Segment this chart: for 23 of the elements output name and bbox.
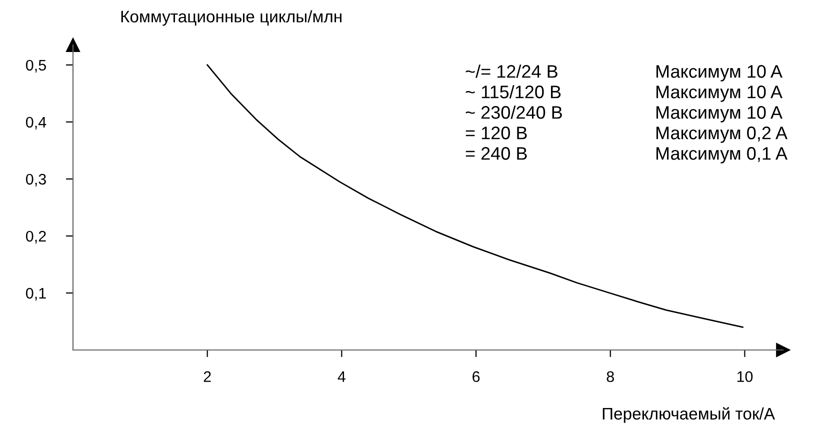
- y-axis-title: Коммутационные циклы/млн: [121, 10, 342, 26]
- annotation: Максимум 10 A: [656, 106, 782, 122]
- y-tick-label: 0,1: [26, 288, 46, 300]
- y-tick-label: 0,3: [26, 174, 46, 186]
- y-tick-label: 0,2: [26, 230, 46, 244]
- annotation: ~ 230/240 В: [466, 106, 562, 119]
- x-tick-label: 10: [737, 371, 753, 382]
- annotation: ~ 115/120 В: [466, 85, 561, 98]
- x-axis-title: Переключаемый ток/A: [602, 407, 775, 423]
- x-tick-label: 6: [472, 371, 480, 382]
- annotation: Максимум 0,2 A: [656, 126, 788, 143]
- x-tick-label: 8: [606, 371, 614, 382]
- annotation: = 120 В: [466, 126, 527, 140]
- x-tick-label: 2: [204, 371, 211, 382]
- annotation: Максимум 10 A: [656, 86, 782, 102]
- y-tick-label: 0,5: [26, 60, 46, 72]
- annotation: Максимум 10 A: [656, 65, 782, 82]
- x-tick-label: 4: [338, 371, 346, 382]
- y-tick-label: 0,4: [26, 116, 46, 130]
- line-series: [206, 64, 744, 328]
- annotation: ~/= 12/24 В: [466, 64, 558, 78]
- annotation: = 240 В: [466, 147, 527, 160]
- annotation: Максимум 0,1 A: [656, 147, 788, 164]
